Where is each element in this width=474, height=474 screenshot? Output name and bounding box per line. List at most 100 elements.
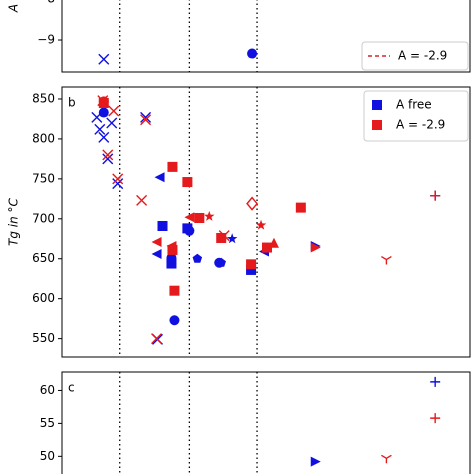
- marker: [169, 315, 180, 326]
- y-axis-label: A: [7, 4, 21, 13]
- marker: [136, 194, 148, 206]
- y-tick-label: 50: [40, 449, 55, 463]
- marker-shape: [94, 123, 106, 135]
- y-tick-label: 60: [40, 383, 55, 397]
- marker: [166, 252, 177, 263]
- marker-shape: [430, 376, 441, 387]
- marker-shape: [167, 161, 178, 172]
- marker: [430, 413, 441, 424]
- legend-box: [361, 41, 469, 71]
- marker: [430, 376, 441, 387]
- marker: [140, 111, 152, 123]
- marker-shape: [166, 258, 177, 269]
- marker: [98, 96, 109, 107]
- marker-shape: [102, 153, 114, 165]
- y-tick-label: −8: [37, 0, 55, 6]
- marker-shape: [310, 242, 321, 253]
- marker-shape: [216, 257, 226, 267]
- marker-shape: [166, 252, 177, 263]
- marker: [98, 107, 109, 118]
- y-axis-label: Tg in °C: [7, 197, 21, 246]
- panel-label: b: [68, 96, 76, 110]
- marker: [112, 173, 124, 185]
- marker: [381, 454, 392, 464]
- marker-shape: [430, 190, 441, 201]
- marker: [247, 48, 258, 59]
- marker: [167, 161, 178, 172]
- marker-shape: [140, 114, 152, 126]
- marker-shape: [184, 212, 195, 223]
- marker-shape: [194, 213, 205, 224]
- marker: [166, 240, 177, 251]
- marker-shape: [98, 53, 110, 65]
- marker-shape: [102, 149, 114, 161]
- marker-shape: [381, 454, 392, 464]
- marker: [98, 53, 110, 65]
- marker-shape: [167, 244, 178, 255]
- marker: [112, 178, 124, 190]
- marker: [151, 236, 162, 247]
- legend-swatch: [372, 100, 382, 110]
- marker: [167, 244, 178, 255]
- marker-shape: [226, 233, 238, 244]
- marker-shape: [157, 220, 168, 231]
- y-tick-label: 800: [32, 131, 55, 145]
- y-tick-label: −9: [37, 33, 55, 47]
- marker: [184, 212, 195, 223]
- marker: [108, 105, 120, 117]
- marker-shape: [218, 230, 230, 242]
- legend-swatch: [372, 120, 382, 130]
- marker-shape: [295, 202, 306, 213]
- marker: [169, 285, 180, 296]
- marker-shape: [98, 131, 110, 143]
- marker: [166, 258, 177, 269]
- marker-shape: [255, 219, 267, 230]
- y-tick-label: 550: [32, 331, 55, 345]
- marker-shape: [268, 237, 279, 248]
- y-tick-label: 700: [32, 211, 55, 225]
- y-tick-label: 650: [32, 251, 55, 265]
- marker-shape: [169, 285, 180, 296]
- marker-shape: [151, 333, 163, 345]
- marker: [261, 242, 272, 253]
- marker-shape: [154, 172, 165, 183]
- marker: [204, 210, 215, 221]
- marker: [381, 255, 392, 265]
- marker: [154, 172, 165, 183]
- marker: [192, 253, 203, 263]
- legend-label: A = -2.9: [396, 118, 445, 132]
- marker-shape: [112, 173, 124, 185]
- marker-shape: [246, 264, 257, 275]
- marker: [295, 202, 306, 213]
- y-tick-label: 600: [32, 291, 55, 305]
- panel-label: c: [68, 381, 75, 395]
- marker: [194, 213, 205, 224]
- marker: [226, 233, 238, 244]
- marker: [268, 237, 279, 248]
- marker: [151, 248, 162, 259]
- marker-shape: [106, 117, 118, 129]
- marker: [184, 225, 195, 236]
- marker-shape: [98, 96, 109, 107]
- y-tick-label: 850: [32, 91, 55, 105]
- marker-shape: [192, 253, 203, 263]
- marker-shape: [140, 111, 152, 123]
- marker: [246, 196, 258, 211]
- plot-frame: [61, 371, 471, 474]
- marker-shape: [136, 194, 148, 206]
- marker-shape: [166, 240, 177, 251]
- marker: [216, 257, 226, 267]
- marker: [140, 114, 152, 126]
- marker: [310, 242, 321, 253]
- marker-shape: [246, 259, 257, 270]
- marker: [98, 131, 110, 143]
- marker: [246, 259, 257, 270]
- marker-shape: [151, 248, 162, 259]
- marker-shape: [204, 210, 215, 221]
- plot-frame: [61, 86, 471, 358]
- marker: [255, 219, 267, 230]
- y-tick-label: 55: [40, 416, 55, 430]
- marker-shape: [430, 413, 441, 424]
- marker-shape: [98, 107, 109, 118]
- marker-shape: [151, 236, 162, 247]
